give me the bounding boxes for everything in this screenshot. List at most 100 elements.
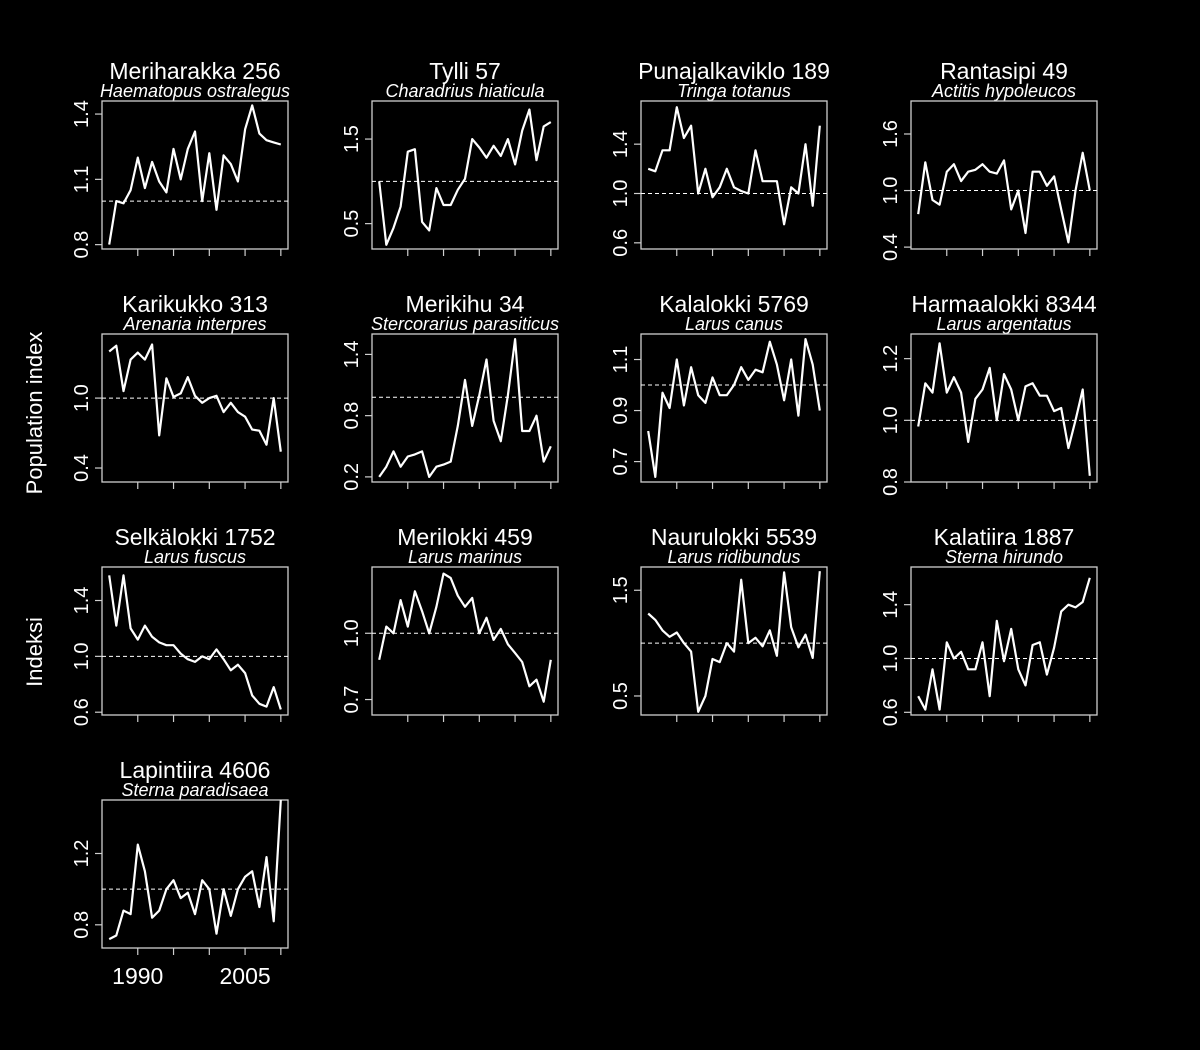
y-tick-label: 0.6	[610, 229, 632, 257]
panel-subtitle: Larus canus	[685, 314, 783, 334]
y-tick-label: 1.0	[341, 619, 363, 647]
panel-subtitle: Stercorarius parasiticus	[371, 314, 559, 334]
panel-title: Merikihu 34	[406, 291, 525, 317]
x-tick-label: 1990	[112, 963, 163, 989]
y-tick-label: 1.0	[880, 406, 902, 434]
panel-title: Harmaalokki 8344	[911, 291, 1097, 317]
y-tick-label: 0.5	[341, 210, 363, 238]
y-tick-label: 1.0	[880, 645, 902, 673]
series-line	[108, 799, 282, 941]
panel-subtitle: Charadrius hiaticula	[385, 81, 544, 101]
panel-title: Rantasipi 49	[940, 58, 1068, 84]
plot-frame	[371, 100, 559, 250]
series-line	[108, 104, 282, 245]
panel-subtitle: Larus argentatus	[936, 314, 1071, 334]
y-tick-label: 1.0	[880, 177, 902, 205]
panel-title: Naurulokki 5539	[651, 524, 817, 550]
y-tick-label: 1.1	[610, 346, 632, 374]
y-axis-label-english: Population index	[22, 332, 47, 495]
series-line	[647, 571, 821, 713]
panel-subtitle: Sterna paradisaea	[121, 780, 268, 800]
series-line	[378, 338, 552, 478]
y-tick-label: 0.7	[341, 686, 363, 714]
y-tick-label: 1.2	[71, 840, 93, 868]
plot-frame	[101, 100, 289, 250]
panel-title: Meriharakka 256	[109, 58, 280, 84]
x-tick-label: 2005	[219, 963, 270, 989]
series-line	[378, 108, 552, 246]
y-tick-label: 1.6	[880, 120, 902, 148]
y-tick-label: 0.6	[71, 698, 93, 726]
series-line	[917, 577, 1091, 711]
panel-subtitle: Arenaria interpres	[122, 314, 266, 334]
panel-title: Lapintiira 4606	[120, 757, 271, 783]
panel-subtitle: Sterna hirundo	[945, 547, 1063, 567]
y-tick-label: 0.9	[610, 397, 632, 425]
y-axis-label-finnish: Indeksi	[22, 617, 47, 687]
panel-title: Karikukko 313	[122, 291, 268, 317]
series-line	[378, 572, 552, 703]
panel-subtitle: Larus ridibundus	[667, 547, 800, 567]
panel-title: Merilokki 459	[397, 524, 533, 550]
plot-frame	[371, 333, 559, 483]
y-tick-label: 1.4	[71, 100, 93, 128]
y-tick-label: 1.1	[71, 165, 93, 193]
panel-title: Selkälokki 1752	[114, 524, 275, 550]
y-tick-label: 0.8	[341, 402, 363, 430]
plot-frame	[910, 100, 1098, 250]
series-line	[108, 343, 282, 452]
y-tick-label: 0.2	[341, 463, 363, 491]
y-tick-label: 1.5	[341, 125, 363, 153]
panel-subtitle: Larus fuscus	[144, 547, 246, 567]
panel-title: Kalatiira 1887	[934, 524, 1075, 550]
y-tick-label: 0.8	[71, 911, 93, 939]
plot-frame	[371, 566, 559, 716]
plot-frame	[640, 100, 828, 250]
y-tick-label: 1.2	[880, 345, 902, 373]
y-tick-label: 0.7	[610, 448, 632, 476]
y-tick-label: 1.0	[71, 384, 93, 412]
plot-frame	[101, 333, 289, 483]
series-line	[917, 151, 1091, 244]
panel-title: Punajalkaviklo 189	[638, 58, 830, 84]
plot-frame	[101, 566, 289, 716]
y-tick-label: 1.4	[341, 341, 363, 369]
plot-frame	[910, 566, 1098, 716]
panel-subtitle: Tringa totanus	[677, 81, 791, 101]
y-tick-label: 0.6	[880, 698, 902, 726]
panel-subtitle: Haematopus ostralegus	[100, 81, 290, 101]
plot-frame	[101, 799, 289, 949]
y-tick-label: 1.4	[880, 591, 902, 619]
series-line	[647, 338, 821, 478]
panel-subtitle: Actitis hypoleucos	[931, 81, 1076, 101]
plot-frame	[910, 333, 1098, 483]
plot-frame	[640, 333, 828, 483]
series-line	[917, 342, 1091, 476]
y-tick-label: 1.4	[610, 130, 632, 158]
y-tick-label: 0.8	[71, 231, 93, 259]
y-tick-label: 1.5	[610, 576, 632, 604]
y-tick-label: 0.8	[880, 468, 902, 496]
y-tick-label: 0.4	[880, 233, 902, 261]
series-line	[647, 106, 821, 226]
panel-subtitle: Larus marinus	[408, 547, 522, 567]
panel-title: Kalalokki 5769	[659, 291, 809, 317]
y-tick-label: 0.4	[71, 454, 93, 482]
y-tick-label: 0.5	[610, 682, 632, 710]
y-tick-label: 1.0	[610, 180, 632, 208]
